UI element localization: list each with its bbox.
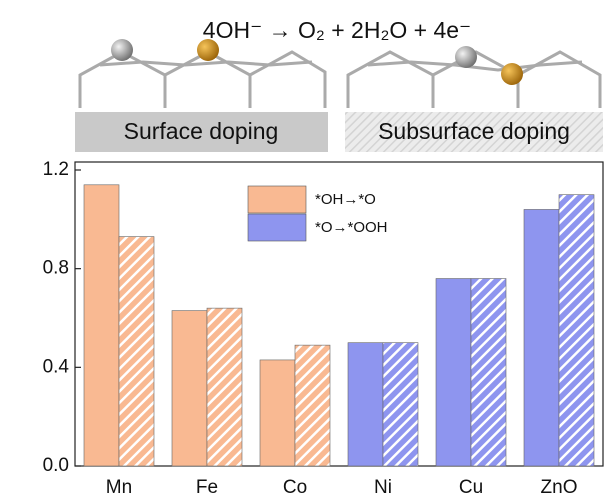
host-atom — [455, 46, 477, 68]
x-tick-label: Cu — [459, 477, 483, 498]
bar — [470, 278, 507, 467]
y-tick-label: 0.4 — [43, 356, 70, 377]
legend-swatch — [247, 185, 307, 214]
y-tick-label: 0.0 — [43, 455, 69, 476]
bar — [382, 342, 419, 467]
bar — [118, 236, 155, 467]
dopant-atom — [501, 63, 523, 85]
bar — [435, 278, 472, 467]
bar — [206, 307, 243, 467]
x-tick-label: Ni — [374, 477, 392, 498]
bar — [558, 194, 595, 467]
plot-frame — [74, 161, 604, 467]
bar — [83, 184, 120, 467]
bar — [347, 342, 384, 467]
x-tick-label: ZnO — [541, 477, 578, 498]
legend-swatch — [247, 213, 307, 242]
legend-label: *OH→*O — [315, 191, 376, 208]
panel-label: Subsurface doping — [378, 118, 570, 144]
y-tick-label: 1.2 — [43, 159, 69, 180]
panel-box — [345, 112, 603, 152]
bar — [171, 310, 208, 467]
panel-label: Surface doping — [124, 118, 279, 144]
x-tick-label: Mn — [106, 477, 132, 498]
x-tick-label: Fe — [196, 477, 218, 498]
legend-label: *O→*OOH — [315, 219, 388, 236]
x-tick-label: Co — [283, 477, 307, 498]
surface-structure — [78, 50, 327, 108]
host-atom — [111, 39, 133, 61]
chart-title: 4OH⁻ → O₂ + 2H₂O + 4e⁻ — [203, 17, 471, 43]
y-tick-label: 0.8 — [43, 258, 69, 279]
bar — [259, 359, 296, 467]
subsurface-structure — [346, 50, 602, 108]
panel-box — [75, 112, 328, 152]
bar — [294, 344, 331, 467]
dopant-atom — [197, 39, 219, 61]
bar — [523, 209, 560, 467]
